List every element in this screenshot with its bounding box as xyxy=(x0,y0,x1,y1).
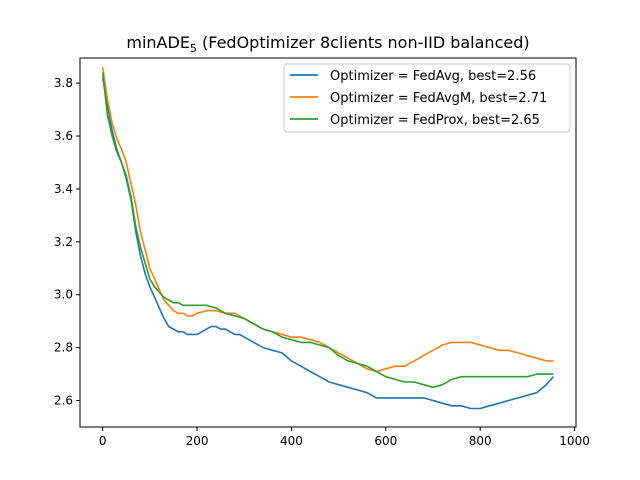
y-tick-label: 3.4 xyxy=(54,182,73,196)
chart-title-subscript: 5 xyxy=(190,42,197,55)
legend-label-1: Optimizer = FedAvgM, best=2.71 xyxy=(330,91,547,106)
y-tick-label: 2.8 xyxy=(54,341,73,355)
y-tick-label: 3.8 xyxy=(54,76,73,90)
y-tick-label: 2.6 xyxy=(54,394,73,408)
legend-box xyxy=(283,63,571,133)
chart-title: minADE5 (FedOptimizer 8clients non-IID b… xyxy=(126,33,529,55)
y-axis: 2.6 2.8 3.0 3.2 3.4 3.6 3.8 xyxy=(54,76,80,408)
series-line-2 xyxy=(101,72,554,389)
y-tick-label: 3.2 xyxy=(54,235,73,249)
x-tick-label: 1000 xyxy=(559,434,590,448)
plot-frame xyxy=(79,57,577,428)
chart-title-main: minADE xyxy=(126,33,190,52)
x-axis: 0 200 400 600 800 1000 xyxy=(99,427,590,448)
x-tick-label: 200 xyxy=(186,434,209,448)
series-line-0 xyxy=(101,77,554,410)
x-tick-label: 600 xyxy=(374,434,397,448)
x-tick-label: 800 xyxy=(469,434,492,448)
chart-title-rest: (FedOptimizer 8clients non-IID balanced) xyxy=(197,33,530,52)
legend-label-2: Optimizer = FedProx, best=2.65 xyxy=(330,113,540,128)
legend-label-0: Optimizer = FedAvg, best=2.56 xyxy=(330,69,536,84)
plot-lines xyxy=(101,67,554,410)
x-tick-label: 400 xyxy=(280,434,303,448)
y-tick-label: 3.6 xyxy=(54,129,73,143)
legend: Optimizer = FedAvg, best=2.56 Optimizer =… xyxy=(283,63,571,133)
x-tick-label: 0 xyxy=(99,434,107,448)
y-tick-label: 3.0 xyxy=(54,288,73,302)
series-line-1 xyxy=(101,67,554,373)
